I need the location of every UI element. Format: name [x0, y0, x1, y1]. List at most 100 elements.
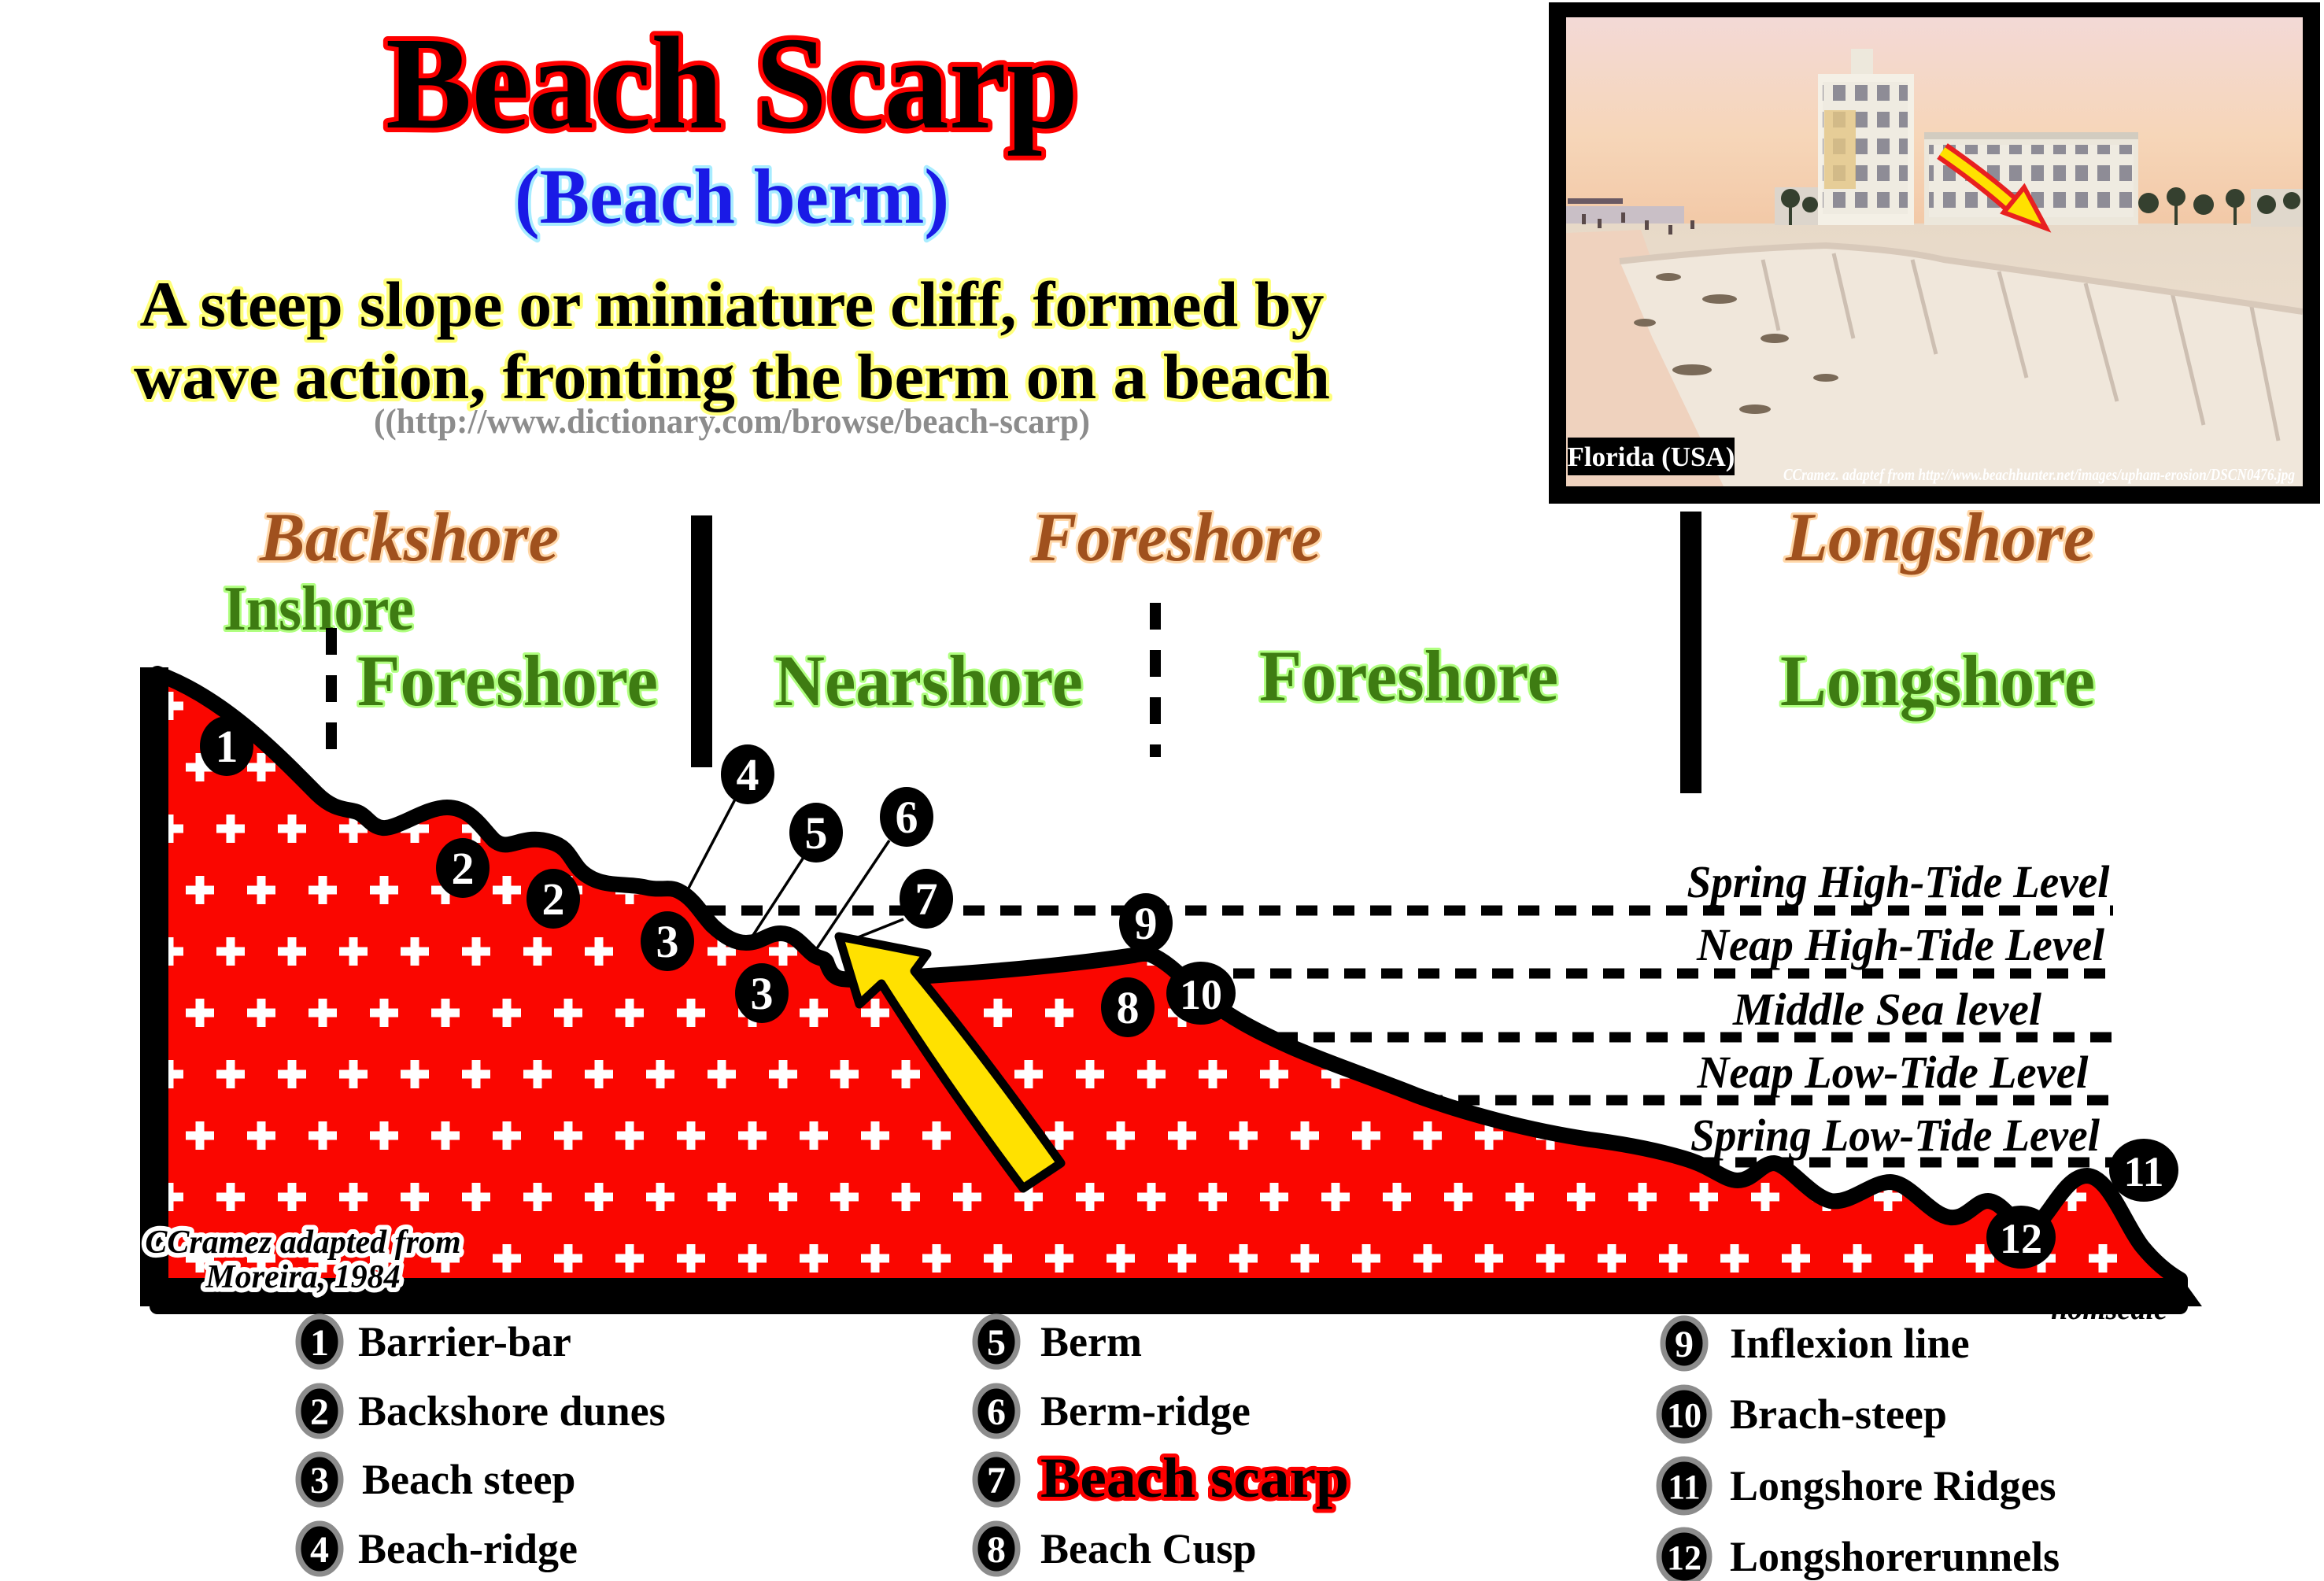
page-title: Beach Scarp — [386, 10, 1078, 157]
connector-6 — [807, 840, 891, 961]
legend-num: 10 — [1667, 1396, 1701, 1435]
marker-number: 1 — [216, 721, 238, 772]
photo-inset: Florida (USA) CCramez. adaptef from http… — [1549, 2, 2320, 504]
legend-num: 3 — [310, 1460, 329, 1502]
photo-location-label: Florida (USA) — [1568, 441, 1735, 472]
zone-label-foreshore-right: Foreshore — [1259, 636, 1558, 716]
zone-label-longshore-top: Longshore — [1785, 500, 2094, 576]
legend-badge — [1656, 1527, 1713, 1581]
marker-number: 4 — [737, 749, 759, 800]
legend-label-highlight: Beach scarp — [1040, 1446, 1349, 1509]
page-subtitle: (Beach berm) — [515, 153, 949, 240]
marker-badge-11: 11 — [2109, 1139, 2178, 1202]
legend-item-4: 4 Beach-ridge — [295, 1520, 578, 1577]
legend-badge — [972, 1383, 1021, 1439]
marker-number: 12 — [2000, 1215, 2042, 1262]
tide-label-neap-high: Neap High-Tide Level — [1696, 919, 2105, 970]
zone-label-nearshore: Nearshore — [774, 641, 1083, 721]
photo-location-box — [1568, 438, 1735, 475]
building-tower-antenna — [1851, 49, 1873, 77]
source-url: ((http://www.dictionary.com/browse/beach… — [374, 402, 1090, 441]
legend-item-6: 6 Berm-ridge — [972, 1383, 1251, 1439]
marker-number: 11 — [2123, 1148, 2163, 1195]
tide-label-neap-low: Neap Low-Tide Level — [1697, 1047, 2089, 1098]
legend: 1 Barrier-bar 2 Backshore dunes 3 Beach … — [295, 1313, 2060, 1581]
marker-badge-2a: 2 — [436, 838, 490, 898]
diagram-markers: 1 2 2 3 3 4 5 6 — [200, 716, 2178, 1269]
marker-badge-8: 8 — [1101, 977, 1155, 1037]
marker-number: 10 — [1180, 971, 1222, 1018]
legend-badge — [295, 1520, 344, 1577]
legend-item-8: 8 Beach Cusp — [972, 1520, 1257, 1577]
connector-4 — [683, 797, 737, 896]
zone-label-backshore: Backshore — [259, 500, 559, 576]
tide-label-spring-high: Spring High-Tide Level — [1687, 856, 2111, 907]
legend-num: 5 — [987, 1322, 1006, 1364]
marker-number: 2 — [452, 843, 475, 894]
marker-badge-4: 4 — [721, 744, 774, 804]
marker-badge-2b: 2 — [527, 869, 580, 929]
legend-item-10: 10 Brach-steep — [1656, 1384, 1947, 1444]
legend-num: 8 — [987, 1529, 1006, 1571]
legend-label: Backshore dunes — [358, 1387, 666, 1435]
photo-scarp-face — [1620, 246, 2303, 486]
marker-badge-12: 12 — [1986, 1206, 2056, 1269]
profile-baseline-end — [2182, 1278, 2202, 1306]
tide-labels: Spring High-Tide Level Neap High-Tide Le… — [1687, 856, 2111, 1161]
photo-scarp-edge — [1619, 242, 2303, 315]
legend-label: Barrier-bar — [358, 1318, 571, 1365]
divider-bar-left — [691, 515, 712, 767]
photo-arrow-icon — [1937, 143, 2052, 233]
photo-pier — [1568, 198, 1623, 204]
building-tower-2-roof — [1924, 132, 2138, 139]
legend-num: 4 — [310, 1529, 329, 1571]
legend-num: 2 — [310, 1391, 329, 1433]
legend-label: Beach steep — [362, 1456, 575, 1503]
marker-number: 2 — [542, 874, 565, 925]
marker-badge-10: 10 — [1166, 962, 1236, 1025]
legend-label: Longshore Ridges — [1730, 1462, 2056, 1509]
nomscale-note: nomscale — [2051, 1293, 2167, 1326]
zone-label-foreshore-top: Foreshore — [1031, 500, 1321, 576]
marker-badge-3a: 3 — [641, 911, 694, 971]
legend-item-3: 3 Beach steep — [295, 1451, 575, 1508]
legend-item-2: 2 Backshore dunes — [295, 1383, 666, 1439]
zone-labels-second: Inshore Foreshore Nearshore Foreshore Lo… — [221, 572, 2097, 723]
photo-scarp-striations — [1761, 253, 2281, 441]
legend-item-5: 5 Berm — [972, 1313, 1142, 1370]
tide-label-spring-low: Spring Low-Tide Level — [1690, 1110, 2100, 1161]
marker-number: 9 — [1135, 898, 1158, 949]
scarp-arrow-icon — [834, 932, 1066, 1193]
legend-badge — [1656, 1456, 1713, 1516]
zone-dividers — [326, 512, 1701, 793]
legend-badge — [972, 1451, 1021, 1508]
legend-badge — [1660, 1315, 1709, 1372]
marker-badge-7: 7 — [900, 869, 953, 929]
marker-number: 3 — [751, 968, 774, 1019]
legend-item-12: 12 Longshorerunnels — [1656, 1527, 2060, 1581]
zone-label-foreshore-left: Foreshore — [357, 641, 658, 721]
photo-debris — [1634, 273, 1838, 414]
legend-label: Beach Cusp — [1040, 1525, 1257, 1572]
marker-badge-6: 6 — [880, 787, 933, 847]
photo-wet-sand — [1566, 230, 1731, 486]
beach-people — [1582, 212, 1694, 235]
marker-number: 8 — [1117, 982, 1140, 1033]
legend-num: 7 — [987, 1460, 1006, 1502]
legend-num: 9 — [1675, 1324, 1694, 1365]
diagram-credit-line2: Moreira, 1984 — [205, 1259, 400, 1295]
marker-connectors — [683, 797, 904, 961]
legend-label: Berm-ridge — [1040, 1387, 1251, 1435]
legend-item-1: 1 Barrier-bar — [295, 1313, 571, 1370]
legend-num: 6 — [987, 1391, 1006, 1433]
legend-label: Brach-steep — [1730, 1391, 1947, 1438]
diagram-credit-line1: CCramez adapted from — [145, 1225, 460, 1261]
legend-badge — [972, 1313, 1021, 1370]
marker-number: 3 — [656, 916, 679, 967]
legend-badge — [295, 1383, 344, 1439]
profile-baseline-bar — [140, 1278, 2182, 1306]
definition-line-2: wave action, fronting the berm on a beac… — [134, 341, 1330, 412]
zone-label-inshore: Inshore — [224, 574, 414, 644]
